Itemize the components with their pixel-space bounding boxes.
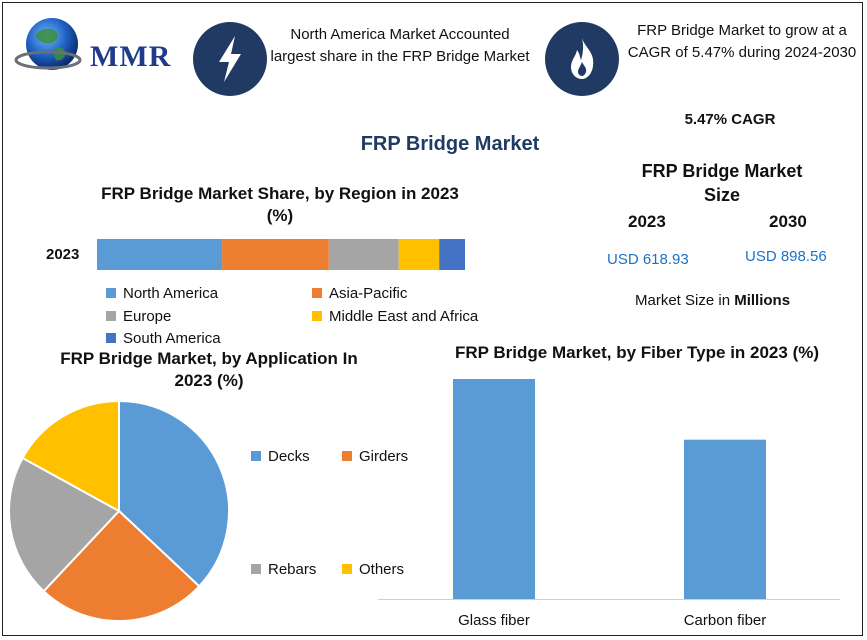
size-value-2030: USD 898.56 [745,248,827,265]
legend-label: Girders [359,448,409,465]
swatch-decks [251,451,261,461]
pie-slice-rebars [8,456,121,593]
legend-europe: Europe [106,308,171,325]
size-year-2030: 2030 [769,212,807,231]
legend-decks: Decks [251,448,310,465]
bar-segment-south-america [439,239,465,270]
bar-glass-fiber [453,379,535,599]
swatch-others [342,564,352,574]
legend-label: Middle East and Africa [329,308,479,325]
region-chart-title: FRP Bridge Market Share, by Region in 20… [101,184,459,225]
unit-bold: Millions [734,292,791,309]
legend-label: Europe [123,308,172,325]
unit-prefix: Market Size in [635,292,735,309]
swatch-asia-pacific [312,288,322,298]
fiber-bar-chart [378,379,840,600]
bar-segment-europe [328,239,399,270]
application-pie-chart [8,399,230,622]
market-size-unit: Market Size in Millions [635,292,790,309]
legend-label: South America [123,330,221,347]
legend-label: Decks [268,448,310,465]
legend-label: Rebars [268,561,317,578]
callout-left: North America Market Accounted largest s… [270,26,530,65]
pie-slice-girders [42,509,201,622]
cagr-label: 5.47% CAGR [684,111,776,128]
pie-slice-decks [118,399,230,588]
region-category-label: 2023 [46,246,80,263]
size-year-2023: 2023 [628,212,666,231]
fiber-category-carbon: Carbon fiber [683,612,767,629]
legend-label: Asia-Pacific [329,285,408,302]
bar-segment-asia-pacific [222,239,329,270]
legend-label: Others [359,561,405,578]
legend-asia-pacific: Asia-Pacific [312,285,407,302]
legend-rebars: Rebars [251,561,316,578]
size-value-2023: USD 618.93 [607,251,689,268]
fiber-chart-title: FRP Bridge Market, by Fiber Type in 2023… [454,343,820,362]
market-size-title: FRP Bridge Market Size [641,161,803,205]
application-chart-title: FRP Bridge Market, by Application In 202… [60,349,358,390]
swatch-north-america [106,288,116,298]
swatch-south-america [106,333,116,343]
swatch-middle-east-africa [312,311,322,321]
lightning-bolt-icon [193,22,267,96]
bar-segment-north-america [97,239,223,270]
fiber-category-glass: Glass fiber [458,612,530,629]
logo-text: MMR [90,40,172,73]
pie-slice-others [21,399,120,513]
bar-carbon-fiber [684,439,766,599]
swatch-rebars [251,564,261,574]
legend-north-america: North America [106,285,218,302]
swatch-europe [106,311,116,321]
legend-others: Others [342,561,404,578]
legend-label: North America [123,285,219,302]
legend-middle-east-africa: Middle East and Africa [312,308,478,325]
brand-logo: MMR [14,14,174,76]
legend-girders: Girders [342,448,408,465]
legend-south-america: South America [106,330,221,347]
flame-icon [545,22,619,96]
region-stacked-bar [97,239,465,270]
callout-right: FRP Bridge Market to grow at a CAGR of 5… [627,22,857,61]
main-title: FRP Bridge Market [360,133,540,155]
swatch-girders [342,451,352,461]
bar-segment-middle-east-and-africa [398,239,440,270]
globe-logo-icon [14,18,82,70]
